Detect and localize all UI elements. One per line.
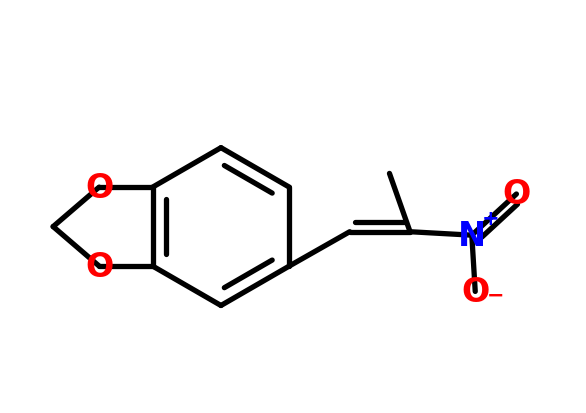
Text: O: O [461, 275, 489, 308]
Text: N: N [458, 219, 486, 252]
Text: +: + [482, 209, 500, 228]
Text: O: O [502, 178, 530, 211]
Text: −: − [487, 285, 505, 305]
Text: O: O [85, 171, 113, 204]
Text: O: O [85, 250, 113, 283]
